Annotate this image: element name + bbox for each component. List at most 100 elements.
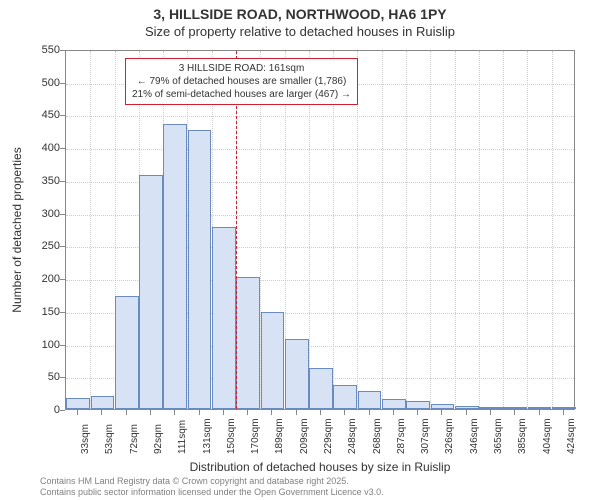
x-tick-mark (199, 410, 200, 415)
annotation-line3: 21% of semi-detached houses are larger (… (132, 88, 351, 101)
x-tick-label: 385sqm (517, 418, 528, 454)
x-tick-label: 287sqm (396, 418, 407, 454)
y-tick-label: 100 (30, 339, 60, 351)
y-tick-label: 150 (30, 306, 60, 318)
grid-line-vertical (382, 51, 383, 409)
grid-line-horizontal (66, 116, 574, 117)
histogram-bar (236, 277, 260, 409)
histogram-bar (188, 130, 212, 409)
chart-title-line1: 3, HILLSIDE ROAD, NORTHWOOD, HA6 1PY (0, 6, 600, 22)
x-tick-mark (539, 410, 540, 415)
x-tick-label: 307sqm (420, 418, 431, 454)
grid-line-vertical (479, 51, 480, 409)
y-tick-label: 50 (30, 371, 60, 383)
y-tick-mark (60, 214, 65, 215)
x-tick-label: 189sqm (274, 418, 285, 454)
histogram-bar (66, 398, 90, 409)
y-tick-mark (60, 115, 65, 116)
x-tick-label: 170sqm (250, 418, 261, 454)
x-tick-mark (466, 410, 467, 415)
histogram-bar (139, 175, 163, 409)
grid-line-vertical (90, 51, 91, 409)
annotation-line2: ← 79% of detached houses are smaller (1,… (132, 75, 351, 88)
x-tick-mark (271, 410, 272, 415)
y-tick-mark (60, 410, 65, 411)
x-tick-label: 346sqm (469, 418, 480, 454)
y-tick-label: 500 (30, 77, 60, 89)
y-tick-label: 550 (30, 44, 60, 56)
y-tick-mark (60, 181, 65, 182)
y-tick-mark (60, 345, 65, 346)
grid-line-vertical (430, 51, 431, 409)
x-tick-mark (393, 410, 394, 415)
histogram-bar (503, 407, 527, 409)
histogram-bar (406, 401, 430, 409)
histogram-bar (333, 385, 357, 409)
x-tick-label: 92sqm (153, 424, 164, 454)
y-tick-mark (60, 246, 65, 247)
grid-line-vertical (455, 51, 456, 409)
x-tick-mark (101, 410, 102, 415)
histogram-bar (163, 124, 187, 409)
y-tick-mark (60, 312, 65, 313)
histogram-bar (115, 296, 139, 409)
x-tick-label: 131sqm (202, 418, 213, 454)
annotation-box: 3 HILLSIDE ROAD: 161sqm ← 79% of detache… (125, 58, 358, 105)
chart-container: 3, HILLSIDE ROAD, NORTHWOOD, HA6 1PY Siz… (0, 0, 600, 500)
y-tick-mark (60, 148, 65, 149)
histogram-bar (91, 396, 115, 409)
histogram-bar (358, 391, 382, 409)
histogram-bar (552, 407, 576, 409)
x-tick-label: 365sqm (493, 418, 504, 454)
histogram-bar (261, 312, 285, 409)
x-tick-mark (563, 410, 564, 415)
grid-line-horizontal (66, 149, 574, 150)
x-tick-mark (150, 410, 151, 415)
x-tick-mark (441, 410, 442, 415)
x-tick-mark (417, 410, 418, 415)
grid-line-vertical (527, 51, 528, 409)
footer-line2: Contains public sector information licen… (40, 487, 384, 498)
x-tick-mark (296, 410, 297, 415)
histogram-bar (528, 407, 552, 409)
x-tick-mark (247, 410, 248, 415)
y-tick-label: 0 (30, 404, 60, 416)
histogram-bar (309, 368, 333, 409)
x-tick-label: 229sqm (323, 418, 334, 454)
x-tick-mark (344, 410, 345, 415)
histogram-bar (431, 404, 455, 409)
x-tick-mark (126, 410, 127, 415)
histogram-bar (479, 407, 503, 409)
x-tick-label: 326sqm (444, 418, 455, 454)
y-tick-label: 300 (30, 208, 60, 220)
grid-line-vertical (406, 51, 407, 409)
histogram-bar (455, 406, 479, 409)
x-tick-mark (369, 410, 370, 415)
x-tick-label: 150sqm (226, 418, 237, 454)
x-tick-mark (77, 410, 78, 415)
x-tick-label: 248sqm (347, 418, 358, 454)
histogram-bar (382, 399, 406, 409)
y-tick-mark (60, 83, 65, 84)
footer-line1: Contains HM Land Registry data © Crown c… (40, 476, 384, 487)
x-axis-label: Distribution of detached houses by size … (65, 460, 575, 474)
y-tick-label: 400 (30, 142, 60, 154)
x-tick-label: 209sqm (299, 418, 310, 454)
x-tick-label: 111sqm (177, 420, 188, 454)
y-tick-mark (60, 279, 65, 280)
x-tick-mark (490, 410, 491, 415)
x-tick-label: 72sqm (129, 424, 140, 454)
x-tick-label: 424sqm (566, 418, 577, 454)
y-tick-mark (60, 50, 65, 51)
x-tick-label: 404sqm (542, 418, 553, 454)
y-tick-label: 250 (30, 240, 60, 252)
x-tick-label: 53sqm (104, 424, 115, 454)
x-tick-mark (223, 410, 224, 415)
histogram-bar (285, 339, 309, 409)
y-tick-mark (60, 377, 65, 378)
y-tick-label: 200 (30, 273, 60, 285)
grid-line-vertical (552, 51, 553, 409)
x-tick-mark (320, 410, 321, 415)
grid-line-vertical (503, 51, 504, 409)
x-tick-mark (514, 410, 515, 415)
